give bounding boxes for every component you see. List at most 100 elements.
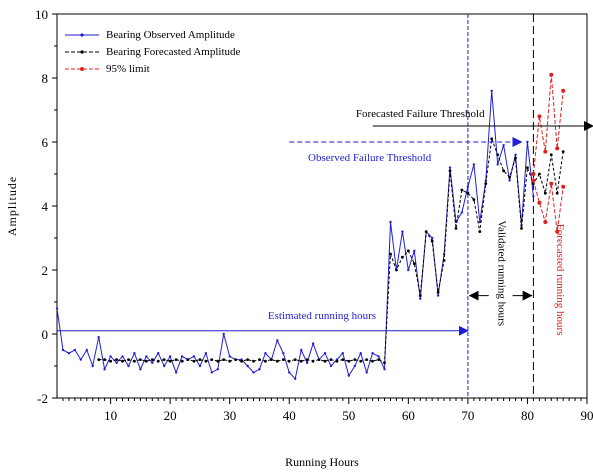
y-axis: -2 0 2 4 6 8 10	[35, 7, 57, 406]
limit-lower-line	[532, 180, 564, 232]
observed-point	[294, 377, 297, 380]
observed-point	[371, 352, 374, 355]
forecasted-point	[240, 359, 244, 363]
forecasted-point	[442, 259, 446, 262]
forecasted-point	[186, 358, 190, 361]
estimated-hours-label: Estimated running hours	[268, 310, 376, 322]
observed-point	[514, 153, 517, 156]
forecasted-point	[198, 358, 202, 361]
forecasted-point	[180, 359, 184, 363]
observed-point	[401, 230, 404, 233]
observed-point	[282, 352, 285, 355]
forecasted-point	[139, 358, 142, 361]
observed-point	[145, 355, 148, 358]
observed-point	[163, 364, 166, 368]
x-tick-label: 50	[342, 408, 355, 423]
forecasted-point	[496, 153, 500, 157]
limit-upper-point	[543, 149, 548, 154]
forecasted-point	[287, 359, 291, 363]
observed-point	[204, 352, 208, 355]
observed-point	[258, 368, 261, 371]
x-tick-label: 70	[461, 408, 474, 423]
limit-lower-point	[543, 220, 548, 224]
observed-point	[532, 195, 535, 198]
observed-point	[431, 236, 434, 240]
limit-upper-point	[537, 114, 542, 119]
x-tick-label: 90	[581, 408, 593, 423]
y-axis-title: Amplitude	[5, 176, 19, 236]
observed-point	[61, 348, 65, 352]
y-tick-label: 8	[42, 71, 49, 86]
y-tick-label: 6	[42, 135, 49, 150]
observed-point	[496, 163, 499, 166]
forecasted-amplitude-line	[98, 138, 564, 364]
observed-point	[478, 220, 481, 224]
observed-point	[216, 368, 219, 371]
observed-point	[407, 268, 410, 272]
forecasted-point	[335, 359, 339, 363]
forecasted-point	[520, 227, 523, 230]
forecasted-point	[234, 358, 238, 361]
x-tick-label: 60	[402, 408, 415, 423]
forecasted-point	[508, 175, 511, 179]
forecasted-point	[281, 358, 285, 361]
observed-point	[91, 364, 94, 368]
forecasted-point	[275, 359, 279, 363]
forecasted-point	[109, 359, 112, 363]
limit-upper-point	[555, 146, 560, 151]
forecasted-point	[144, 359, 148, 363]
observed-threshold-label: Observed Failure Threshold	[308, 152, 432, 164]
observed-point	[85, 348, 89, 352]
observed-point	[157, 352, 160, 355]
observed-point	[472, 163, 476, 166]
forecasted-point	[424, 230, 428, 234]
forecasted-point	[412, 262, 416, 265]
limit-upper-point	[531, 172, 536, 176]
observed-point	[192, 355, 196, 358]
observed-point	[174, 371, 178, 374]
forecasted-point	[246, 358, 250, 361]
x-axis-title: Running Hours	[285, 455, 359, 469]
observed-amplitude-line	[56, 90, 534, 380]
observed-point	[329, 364, 333, 368]
observed-point	[466, 185, 470, 188]
forecasted-point	[317, 358, 321, 361]
validated-hours-label: Validated running hours	[495, 220, 507, 326]
forecasted-point	[97, 358, 101, 361]
forecasted-point	[406, 249, 410, 253]
observed-point	[288, 371, 291, 374]
limit-upper-point	[561, 88, 566, 93]
forecasted-point	[293, 358, 297, 361]
forecasted-point	[174, 358, 178, 361]
observed-point	[419, 297, 422, 300]
observed-point	[133, 352, 136, 355]
observed-point	[276, 339, 279, 342]
forecasted-point	[305, 358, 309, 361]
limit-upper-line	[532, 74, 564, 175]
y-tick-label: 4	[42, 199, 49, 214]
forecasted-point	[192, 359, 196, 363]
observed-point	[55, 307, 59, 310]
observed-point	[264, 352, 267, 355]
forecasted-point	[418, 294, 422, 297]
forecasted-point	[454, 227, 458, 230]
forecasted-point	[347, 359, 351, 363]
observed-point	[377, 355, 380, 358]
forecasted-point	[389, 252, 392, 256]
observed-point	[502, 144, 505, 147]
forecasted-point	[538, 172, 541, 176]
observed-point	[490, 89, 493, 93]
observed-point	[383, 368, 386, 371]
forecasted-point	[150, 358, 154, 361]
forecasted-point	[555, 191, 559, 195]
forecasted-point	[329, 358, 333, 361]
legend-label-limit: 95% limit	[106, 63, 150, 75]
forecasted-point	[549, 153, 553, 157]
limit-upper-point	[549, 72, 554, 77]
limit-lower-point	[555, 229, 560, 234]
forecasted-point	[103, 358, 106, 361]
observed-point	[222, 332, 225, 336]
observed-point	[109, 355, 112, 358]
observed-point	[151, 361, 154, 364]
annotation-layer: Forecasted Failure Threshold Observed Fai…	[57, 108, 593, 336]
